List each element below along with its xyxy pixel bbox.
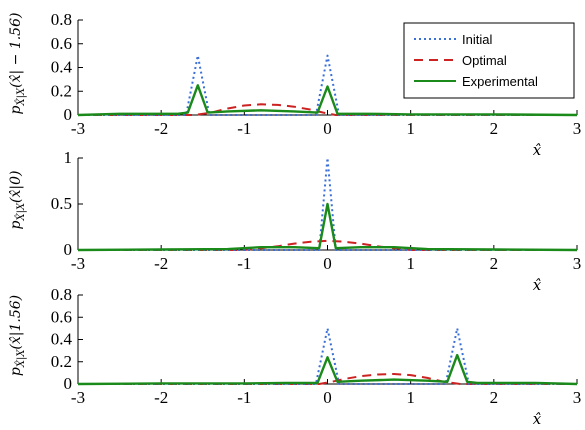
y-axis-label: pX̂|X(x̂| − 1.56) [8,13,27,115]
y-axis-label: pX̂|X(x̂|0) [8,170,27,229]
series-experimental-line [77,353,578,386]
x-tick-label: -1 [237,254,251,273]
y-tick-label: 0.8 [51,285,72,304]
y-axis-label-main: p [8,105,24,114]
x-tick-label: -2 [154,119,168,138]
y-tick-label: 0.5 [51,194,72,213]
x-tick-label: 0 [323,254,332,273]
y-tick-label: 0.2 [51,352,72,371]
x-tick-label: 1 [406,254,415,273]
y-axis-label-subscript: X̂|X [15,87,27,106]
y-tick-label: 1 [64,148,73,167]
chart-panel-1: 0 0.2 0.4 0.6 0.8 -3 -2 -1 0 1 2 3 x̂ pX̂|X(x̂| − 1.5… [8,10,581,159]
y-tick-label: 0 [64,374,73,393]
y-tick-label: 0.4 [51,330,73,349]
series-initial-line [78,157,577,251]
legend-label-optimal: Optimal [462,53,507,68]
series-optimal-line [78,373,577,385]
x-tick-label: 3 [573,388,582,407]
x-tick-label: -1 [237,119,251,138]
x-tick-label: 2 [490,119,499,138]
y-axis-label-argument: (x̂|1.56) [8,295,24,350]
y-axis-label-subscript: X̂|X [15,202,27,221]
x-tick-label: -2 [154,254,168,273]
x-tick-label: 3 [573,254,582,273]
y-axis-label-main: p [8,221,24,230]
chart-panel-3: 0 0.2 0.4 0.6 0.8 -3 -2 -1 0 1 2 3 x̂ pX̂|X(x̂|1.56) [8,285,581,428]
x-tick-label: 1 [406,119,415,138]
x-axis-label: x̂ [533,141,542,159]
y-tick-label: 0.2 [51,81,72,100]
y-tick-label: 0.8 [51,10,72,29]
x-tick-label: 0 [323,119,332,138]
series-experimental-line [77,202,578,252]
y-axis-label-subscript: X̂|X [15,349,27,368]
x-tick-label: 1 [406,388,415,407]
y-axis-label-argument: (x̂|0) [8,170,24,202]
y-tick-label: 0.4 [51,58,73,77]
y-tick-label: 0.6 [51,34,72,53]
x-tick-label: 0 [323,388,332,407]
x-tick-label: -3 [71,254,85,273]
series-initial-line [78,54,577,116]
legend-label-initial: Initial [462,32,492,47]
x-tick-label: 2 [490,388,499,407]
x-axis-label: x̂ [533,410,542,428]
series-experimental-line [77,84,578,117]
x-tick-label: 3 [573,119,582,138]
y-axis-label-argument: (x̂| − 1.56) [8,13,24,88]
x-tick-label: -3 [71,119,85,138]
chart-panel-2: 0 0.5 1 -3 -2 -1 0 1 2 3 x̂ pX̂|X(x̂|0) [8,148,581,294]
y-tick-label: 0 [64,240,73,259]
legend-label-experimental: Experimental [462,74,538,89]
y-tick-label: 0.6 [51,307,72,326]
x-axis-label: x̂ [533,276,542,294]
y-axis-label: pX̂|X(x̂|1.56) [8,295,27,376]
x-tick-label: -1 [237,388,251,407]
y-axis-label-main: p [8,367,24,376]
x-tick-label: -2 [154,388,168,407]
x-tick-label: -3 [71,388,85,407]
x-tick-label: 2 [490,254,499,273]
legend: Initial Optimal Experimental [403,22,575,99]
y-tick-label: 0 [64,105,73,124]
